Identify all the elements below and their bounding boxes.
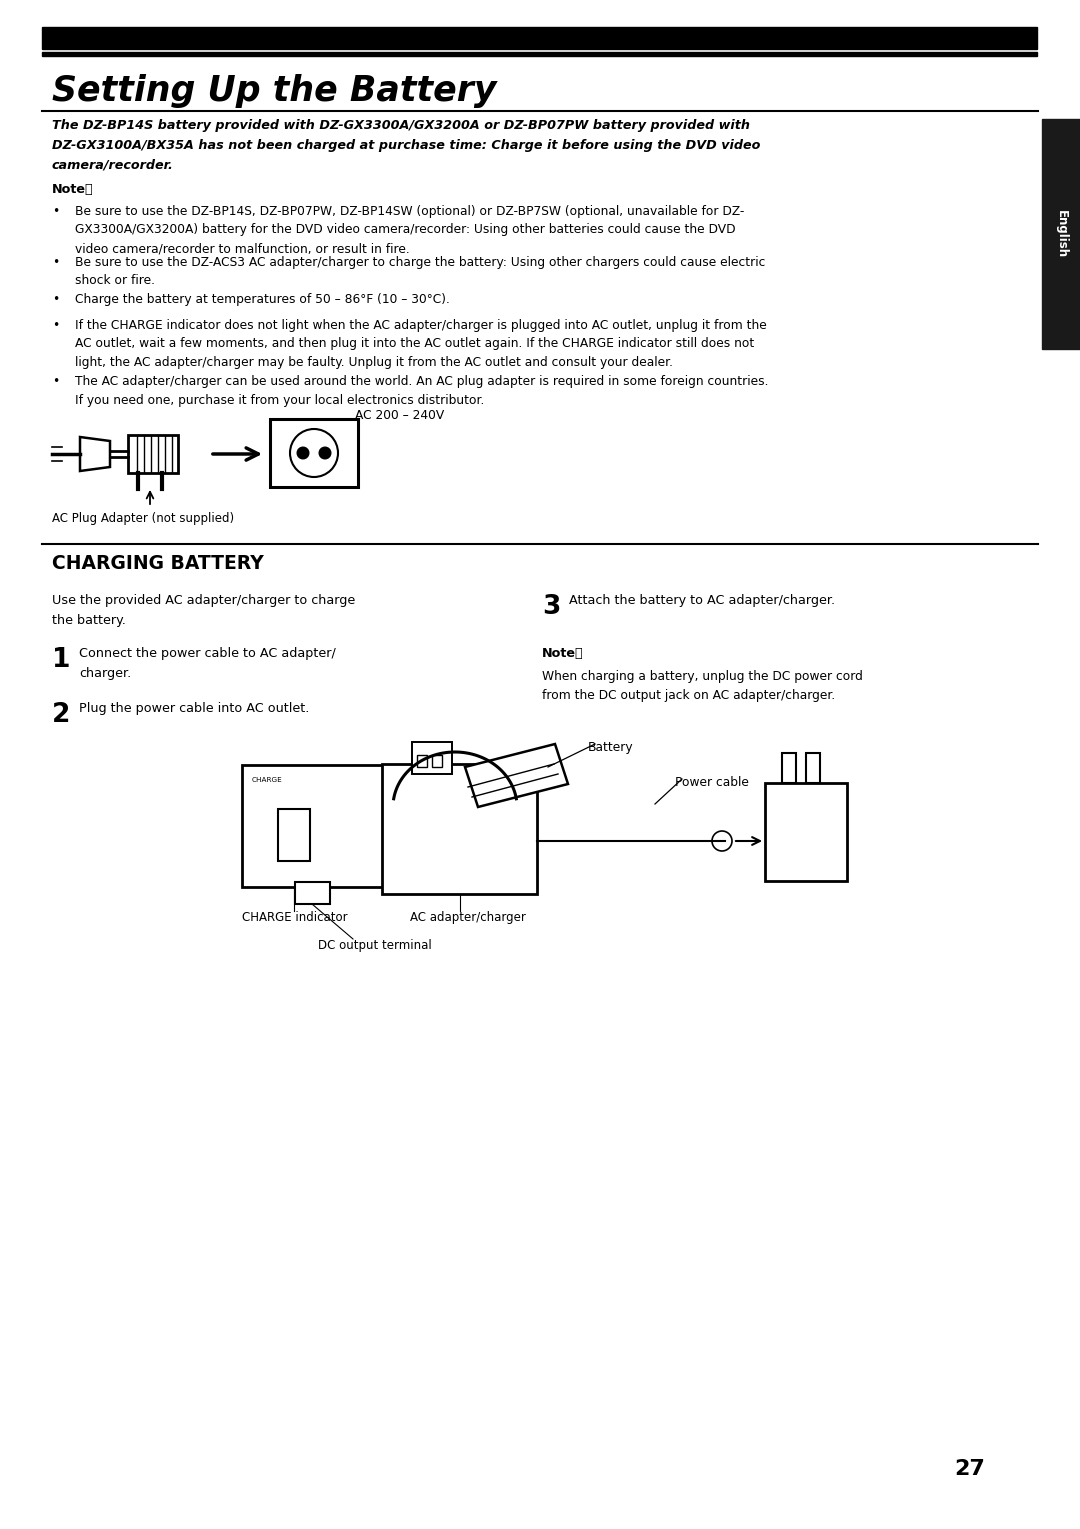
Text: •: • xyxy=(52,375,59,388)
Text: AC 200 – 240V: AC 200 – 240V xyxy=(355,408,444,422)
Text: 27: 27 xyxy=(954,1459,985,1479)
Text: •: • xyxy=(52,205,59,219)
Text: If the CHARGE indicator does not light when the AC adapter/charger is plugged in: If the CHARGE indicator does not light w… xyxy=(75,320,767,332)
Text: Charge the battery at temperatures of 50 – 86°F (10 – 30°C).: Charge the battery at temperatures of 50… xyxy=(75,294,450,306)
Bar xyxy=(295,882,330,904)
Bar xyxy=(1042,119,1080,349)
Circle shape xyxy=(712,830,732,852)
Polygon shape xyxy=(80,437,110,471)
Text: 2: 2 xyxy=(52,702,70,728)
Circle shape xyxy=(291,430,338,477)
Text: •: • xyxy=(52,294,59,306)
Bar xyxy=(278,809,310,861)
Text: charger.: charger. xyxy=(79,667,132,680)
Bar xyxy=(806,752,820,783)
Text: GX3300A/GX3200A) battery for the DVD video camera/recorder: Using other batterie: GX3300A/GX3200A) battery for the DVD vid… xyxy=(75,223,735,237)
Bar xyxy=(782,752,796,783)
Text: DZ-GX3100A/BX35A has not been charged at purchase time: Charge it before using t: DZ-GX3100A/BX35A has not been charged at… xyxy=(52,139,760,151)
Polygon shape xyxy=(465,745,568,807)
Bar xyxy=(432,755,442,768)
Text: English: English xyxy=(1054,209,1067,258)
Bar xyxy=(411,742,453,774)
Bar xyxy=(382,764,537,894)
Text: If you need one, purchase it from your local electronics distributor.: If you need one, purchase it from your l… xyxy=(75,393,484,407)
Text: Attach the battery to AC adapter/charger.: Attach the battery to AC adapter/charger… xyxy=(569,593,835,607)
Text: Be sure to use the DZ-ACS3 AC adapter/charger to charge the battery: Using other: Be sure to use the DZ-ACS3 AC adapter/ch… xyxy=(75,255,766,269)
Text: video camera/recorder to malfunction, or result in fire.: video camera/recorder to malfunction, or… xyxy=(75,242,409,255)
Bar xyxy=(42,52,1037,57)
Text: 1: 1 xyxy=(52,647,70,673)
Text: from the DC output jack on AC adapter/charger.: from the DC output jack on AC adapter/ch… xyxy=(542,690,835,702)
Text: the battery.: the battery. xyxy=(52,615,126,627)
Circle shape xyxy=(297,446,309,459)
Text: camera/recorder.: camera/recorder. xyxy=(52,159,174,171)
Text: CHARGE indicator: CHARGE indicator xyxy=(242,911,348,924)
Text: Setting Up the Battery: Setting Up the Battery xyxy=(52,73,497,109)
Text: Battery: Battery xyxy=(588,742,634,754)
Bar xyxy=(765,783,847,881)
Text: AC outlet, wait a few moments, and then plug it into the AC outlet again. If the: AC outlet, wait a few moments, and then … xyxy=(75,338,754,350)
Text: Note：: Note： xyxy=(542,647,583,661)
Bar xyxy=(129,434,178,472)
Text: Use the provided AC adapter/charger to charge: Use the provided AC adapter/charger to c… xyxy=(52,593,355,607)
Text: When charging a battery, unplug the DC power cord: When charging a battery, unplug the DC p… xyxy=(542,670,863,683)
Text: CHARGING BATTERY: CHARGING BATTERY xyxy=(52,553,264,573)
Text: Note：: Note： xyxy=(52,183,94,196)
Bar xyxy=(270,419,357,488)
Text: CHARGE: CHARGE xyxy=(252,777,283,783)
Bar xyxy=(42,28,1037,49)
Text: The AC adapter/charger can be used around the world. An AC plug adapter is requi: The AC adapter/charger can be used aroun… xyxy=(75,375,769,388)
Bar xyxy=(242,764,397,887)
Text: Plug the power cable into AC outlet.: Plug the power cable into AC outlet. xyxy=(79,702,309,716)
Circle shape xyxy=(320,446,330,459)
Text: AC Plug Adapter (not supplied): AC Plug Adapter (not supplied) xyxy=(52,512,234,524)
Text: light, the AC adapter/charger may be faulty. Unplug it from the AC outlet and co: light, the AC adapter/charger may be fau… xyxy=(75,356,673,368)
Text: DC output terminal: DC output terminal xyxy=(318,939,432,953)
Text: •: • xyxy=(52,255,59,269)
Text: shock or fire.: shock or fire. xyxy=(75,275,156,287)
Text: •: • xyxy=(52,320,59,332)
Bar xyxy=(417,755,427,768)
Text: The DZ-BP14S battery provided with DZ-GX3300A/GX3200A or DZ-BP07PW battery provi: The DZ-BP14S battery provided with DZ-GX… xyxy=(52,119,750,131)
Text: AC adapter/charger: AC adapter/charger xyxy=(410,911,526,924)
Text: Be sure to use the DZ-BP14S, DZ-BP07PW, DZ-BP14SW (optional) or DZ-BP7SW (option: Be sure to use the DZ-BP14S, DZ-BP07PW, … xyxy=(75,205,744,219)
Text: Connect the power cable to AC adapter/: Connect the power cable to AC adapter/ xyxy=(79,647,336,661)
Text: Power cable: Power cable xyxy=(675,777,748,789)
Text: 3: 3 xyxy=(542,593,561,619)
